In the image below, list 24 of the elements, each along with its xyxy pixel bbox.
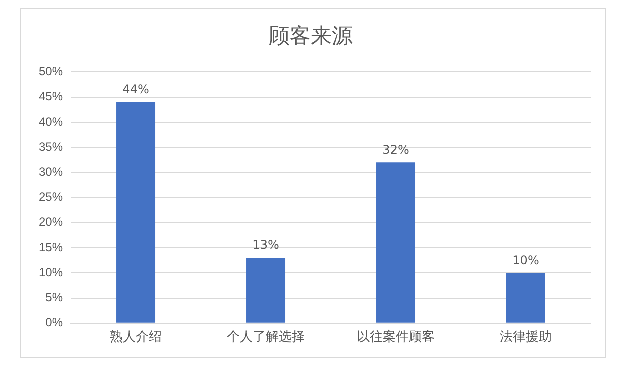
bar	[506, 273, 546, 323]
bar	[116, 102, 156, 323]
y-tick-label: 20%	[38, 215, 64, 230]
chart-title: 顾客来源	[269, 24, 353, 48]
data-label: 44%	[122, 82, 150, 96]
y-tick-label: 45%	[38, 90, 64, 104]
bar	[376, 162, 416, 323]
x-tick-label: 以往案件顾客	[357, 328, 436, 344]
y-tick-label: 5%	[46, 290, 64, 305]
y-tick-label: 15%	[38, 240, 64, 254]
y-tick-label: 35%	[38, 140, 64, 154]
data-label: 13%	[252, 238, 280, 252]
data-label: 10%	[512, 253, 540, 268]
x-tick-label: 个人了解选择	[227, 328, 306, 344]
x-tick-label: 法律援助	[500, 328, 552, 344]
y-tick-label: 30%	[38, 164, 64, 179]
data-label: 32%	[382, 142, 410, 157]
y-tick-label: 40%	[38, 114, 64, 129]
y-tick-label: 25%	[38, 190, 64, 204]
y-tick-label: 10%	[38, 265, 64, 280]
x-tick-label: 熟人介绍	[110, 328, 162, 344]
y-tick-label: 50%	[38, 64, 64, 79]
bar	[246, 258, 286, 323]
y-tick-label: 0%	[46, 316, 64, 330]
